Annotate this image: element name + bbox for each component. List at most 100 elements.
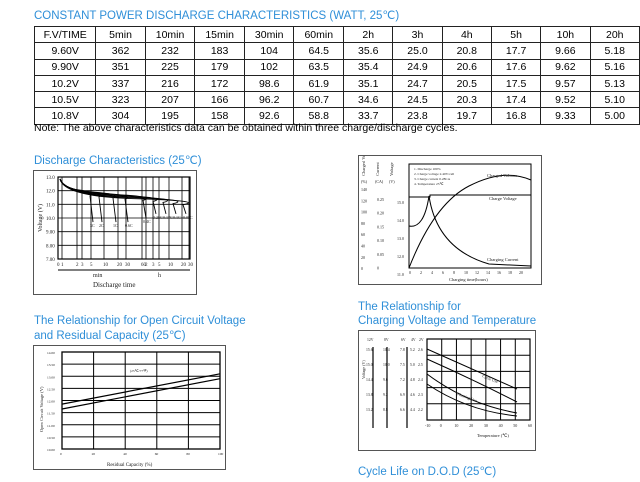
table-cell: 9.52 xyxy=(540,91,591,109)
scale-value: 7.2 xyxy=(400,378,405,382)
table-cell: 35.6 xyxy=(343,42,394,60)
scale-value: 6.9 xyxy=(400,393,405,397)
y-tick: 13.00 xyxy=(47,375,55,379)
table-row: 9.60V 362 232 183 104 64.5 35.6 25.0 20.8 17.7 9.6… xyxy=(33,42,640,60)
h-label: h xyxy=(158,273,161,279)
table-title: CONSTANT POWER DISCHARGE CHARACTERISTICS… xyxy=(34,10,400,22)
table-cell: 158 xyxy=(194,107,245,125)
table-cell: 232 xyxy=(144,42,196,60)
y-tick: 12.50 xyxy=(47,387,55,391)
scale-value: 4.6 xyxy=(410,393,415,397)
table-cell: 20.5 xyxy=(441,74,492,93)
scale-value: 6.6 xyxy=(400,408,405,412)
min-label: min xyxy=(93,273,102,279)
charge-voltage-line xyxy=(409,194,531,198)
x-tick: 20 xyxy=(117,263,123,268)
table-cell: 24.5 xyxy=(392,91,443,109)
ocv-line-lower xyxy=(61,378,221,410)
discharge-curve xyxy=(59,178,189,215)
y-tick: 12.0 xyxy=(46,190,55,195)
table-cell: 166 xyxy=(194,91,245,109)
y-unit: (V) xyxy=(389,179,395,184)
table-cell: F.V/TIME xyxy=(33,25,97,44)
charged-volume-line xyxy=(408,174,532,269)
scale-value: 2.3 xyxy=(418,393,423,397)
table-cell: 35.4 xyxy=(343,58,394,76)
table-cell: 102 xyxy=(243,58,295,76)
table-cell: 20.6 xyxy=(441,58,492,76)
y-tick: 13.50 xyxy=(47,363,55,367)
y-tick: 11.50 xyxy=(47,412,55,416)
temp-title-1: The Relationship for xyxy=(358,301,461,313)
y-axis-label: Open Circuit Voltage (V) xyxy=(39,386,44,432)
x-tick: 30 xyxy=(125,263,131,268)
y-axis-label: Voltage xyxy=(389,162,394,176)
temp-title-2: Charging Voltage and Temperature xyxy=(358,315,537,327)
y-tick: 0 xyxy=(377,266,379,271)
y-tick: 0.15 xyxy=(377,224,384,229)
table-cell: 362 xyxy=(95,42,146,60)
curve-label: 1C xyxy=(113,223,118,228)
table-cell: 172 xyxy=(194,74,245,93)
y-tick: 20 xyxy=(361,255,365,260)
scale-value: 15.0 xyxy=(366,363,373,367)
y-unit: (CA) xyxy=(375,179,384,184)
y-tick: 100 xyxy=(361,210,367,215)
table-cell: 5.00 xyxy=(589,107,640,125)
table-note: Note: The above characteristics data can… xyxy=(34,122,458,134)
y-tick: 12.0 xyxy=(397,254,404,259)
column-head: 6V xyxy=(401,338,406,342)
table-cell: 5.16 xyxy=(589,58,640,76)
charging-chart: Charged Volume (%) Current (CA) Voltage (V) 14… xyxy=(358,146,542,285)
table-cell: 207 xyxy=(144,91,196,109)
y-tick: 12.00 xyxy=(47,400,55,404)
y-tick: 40 xyxy=(361,244,365,249)
table-cell: 92.6 xyxy=(243,107,295,125)
x-tick: 6 xyxy=(442,270,444,275)
table-cell: 25.0 xyxy=(392,42,443,60)
table-cell: 10.2V xyxy=(33,74,97,93)
x-tick: 40 xyxy=(123,452,127,456)
x-tick: 8 xyxy=(453,270,455,275)
y-tick: 0.10 xyxy=(377,238,384,243)
x-tick: 60 xyxy=(141,263,147,268)
discharge-title: Discharge Characteristics (25℃) xyxy=(34,155,202,167)
x-tick: 20 xyxy=(92,452,96,456)
y-tick: 14.0 xyxy=(397,218,404,223)
table-cell: 16.8 xyxy=(490,107,542,125)
y-tick: 10.50 xyxy=(47,436,55,440)
x-tick: 16 xyxy=(497,270,501,275)
x-axis-label: Discharge time xyxy=(93,281,135,289)
y-tick: 10.0 xyxy=(46,217,55,222)
table-cell: 34.6 xyxy=(343,91,394,109)
table-cell: 104 xyxy=(243,42,295,60)
table-cell: 3h xyxy=(392,25,443,44)
x-tick: 30 xyxy=(188,263,194,268)
x-tick: 20 xyxy=(181,263,187,268)
column-head: 8V xyxy=(384,338,389,342)
table-cell: 17.5 xyxy=(490,74,542,93)
y-axis-label: Current xyxy=(375,162,380,176)
y-tick: 80 xyxy=(361,221,365,226)
y-tick: 14.00 xyxy=(47,351,55,355)
floating-use-lower xyxy=(426,383,518,417)
series-label: Charging Current xyxy=(487,257,519,262)
discharge-chart: 13.0 12.0 11.0 10.0 9.00 8.00 7.00 0 1 2 3 5 10 20 30 6… xyxy=(33,170,197,295)
x-tick: 100 xyxy=(218,452,224,456)
table-cell: 9.57 xyxy=(540,74,591,93)
curve-label: 2C xyxy=(99,223,104,228)
curve-label: 3C xyxy=(90,223,95,228)
scale-value: 5.0 xyxy=(410,363,415,367)
x-tick: 30 xyxy=(484,423,488,428)
x-tick: 40 xyxy=(499,423,503,428)
scale-value: 2.2 xyxy=(418,408,423,412)
scale-value: 2.6 xyxy=(418,348,423,352)
discharge-table: F.V/TIME 5min 10min 15min 30min 60min 2h 3h 4h 5h… xyxy=(33,25,640,125)
series-label: Floating Use xyxy=(457,391,478,403)
table-cell: 183 xyxy=(194,42,245,60)
x-tick: 1 xyxy=(61,263,64,268)
scale-value: 9.6 xyxy=(383,378,388,382)
note: 4. Temperature 25℃ xyxy=(414,182,444,186)
y-tick: 8.00 xyxy=(46,244,55,249)
y-axis-label: Voltage (V) xyxy=(361,360,366,379)
